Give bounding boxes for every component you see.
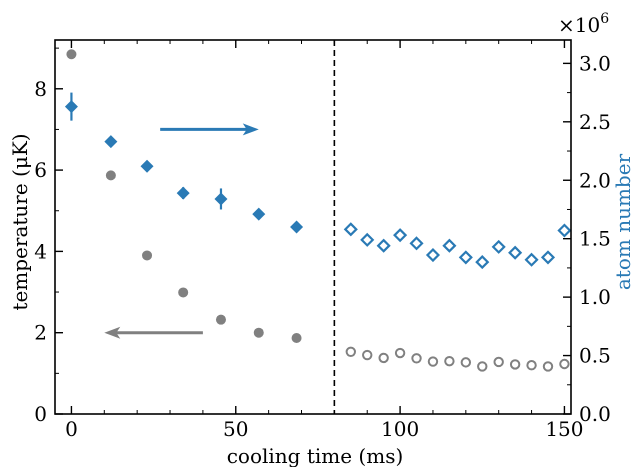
temperature-point <box>66 49 77 60</box>
atom-number-point-open <box>524 252 539 267</box>
left-y-tick-label: 6 <box>34 158 47 182</box>
temperature-point-open <box>526 360 537 371</box>
atom-number-point-open <box>475 255 490 270</box>
atom-number-point-open <box>425 247 441 263</box>
atom-number-point-open <box>491 239 506 254</box>
temperature-point <box>105 170 116 181</box>
multiplier-exponent: 6 <box>600 11 609 27</box>
left-y-tick-label: 2 <box>34 321 47 345</box>
temperature-point-open <box>427 356 439 367</box>
atom-number-point <box>290 220 304 234</box>
temperature-point-open <box>460 357 472 368</box>
atom-number-point <box>214 192 228 206</box>
temperature-point-open <box>559 358 570 370</box>
temperature-point-open <box>444 355 455 367</box>
temperature-point <box>215 314 226 325</box>
temperature-point <box>291 332 302 343</box>
right-y-tick-label: 0.0 <box>579 402 611 426</box>
right-y-tick-label: 2.0 <box>579 168 611 192</box>
temperature-point-open <box>542 361 554 372</box>
atom-number-point-open <box>393 228 408 243</box>
atom-number-point-open <box>557 223 572 238</box>
atom-number-point <box>176 186 190 200</box>
multiplier-base: ×10 <box>558 13 600 37</box>
left-y-axis-label: temperature (μK) <box>8 133 32 310</box>
temperature-point-open <box>362 349 373 361</box>
atom-number-point <box>252 207 266 221</box>
atom-number-point-open <box>360 232 375 247</box>
atom-number-point <box>104 135 118 149</box>
left-y-tick-label: 0 <box>34 402 47 426</box>
temperature-point-open <box>477 361 488 372</box>
atom-number-point <box>64 100 78 114</box>
right-arrow-head <box>242 123 259 136</box>
right-y-tick-label: 1.0 <box>579 285 611 309</box>
temperature-point-open <box>378 352 389 364</box>
plot-frame <box>54 39 572 415</box>
x-tick-label: 100 <box>381 417 419 441</box>
right-y-tick-label: 3.0 <box>579 51 611 75</box>
right-axis-multiplier: ×106 <box>558 11 609 37</box>
frame-layer <box>54 39 572 415</box>
temperature-point <box>142 250 153 261</box>
temperature-point-open <box>411 353 422 364</box>
atom-number-point <box>140 159 154 173</box>
temperature-point-open <box>345 346 356 358</box>
temperature-point-open <box>493 356 504 368</box>
right-y-tick-label: 1.5 <box>579 227 611 251</box>
x-tick-label: 150 <box>545 417 583 441</box>
temperature-point-open <box>394 347 406 359</box>
atom-number-point-open <box>376 238 391 253</box>
plot-layer <box>64 40 572 414</box>
x-tick-label: 0 <box>65 417 78 441</box>
tick-layer: 0 50 100 150 0 2 4 6 8 0.0 0.5 1.0 1.5 2.0 2.5 3.0 <box>34 40 611 441</box>
atom-number-point-open <box>442 238 457 253</box>
right-y-tick-label: 0.5 <box>579 344 611 368</box>
atom-number-point-open <box>343 222 358 237</box>
x-tick-label: 50 <box>223 417 248 441</box>
atom-number-point-open <box>540 250 556 265</box>
left-y-tick-label: 8 <box>34 77 47 101</box>
temperature-point <box>253 327 264 338</box>
atom-number-point-open <box>409 236 424 251</box>
right-y-axis-label: atom number <box>611 153 635 290</box>
temperature-point <box>178 287 189 298</box>
x-axis-label: cooling time (ms) <box>227 444 404 467</box>
right-y-tick-label: 2.5 <box>579 110 611 134</box>
atom-number-point-open <box>458 250 473 265</box>
temperature-point-open <box>509 359 521 370</box>
left-arrow-head <box>104 326 121 339</box>
atom-number-point-open <box>508 245 523 260</box>
left-y-tick-label: 4 <box>34 239 47 263</box>
